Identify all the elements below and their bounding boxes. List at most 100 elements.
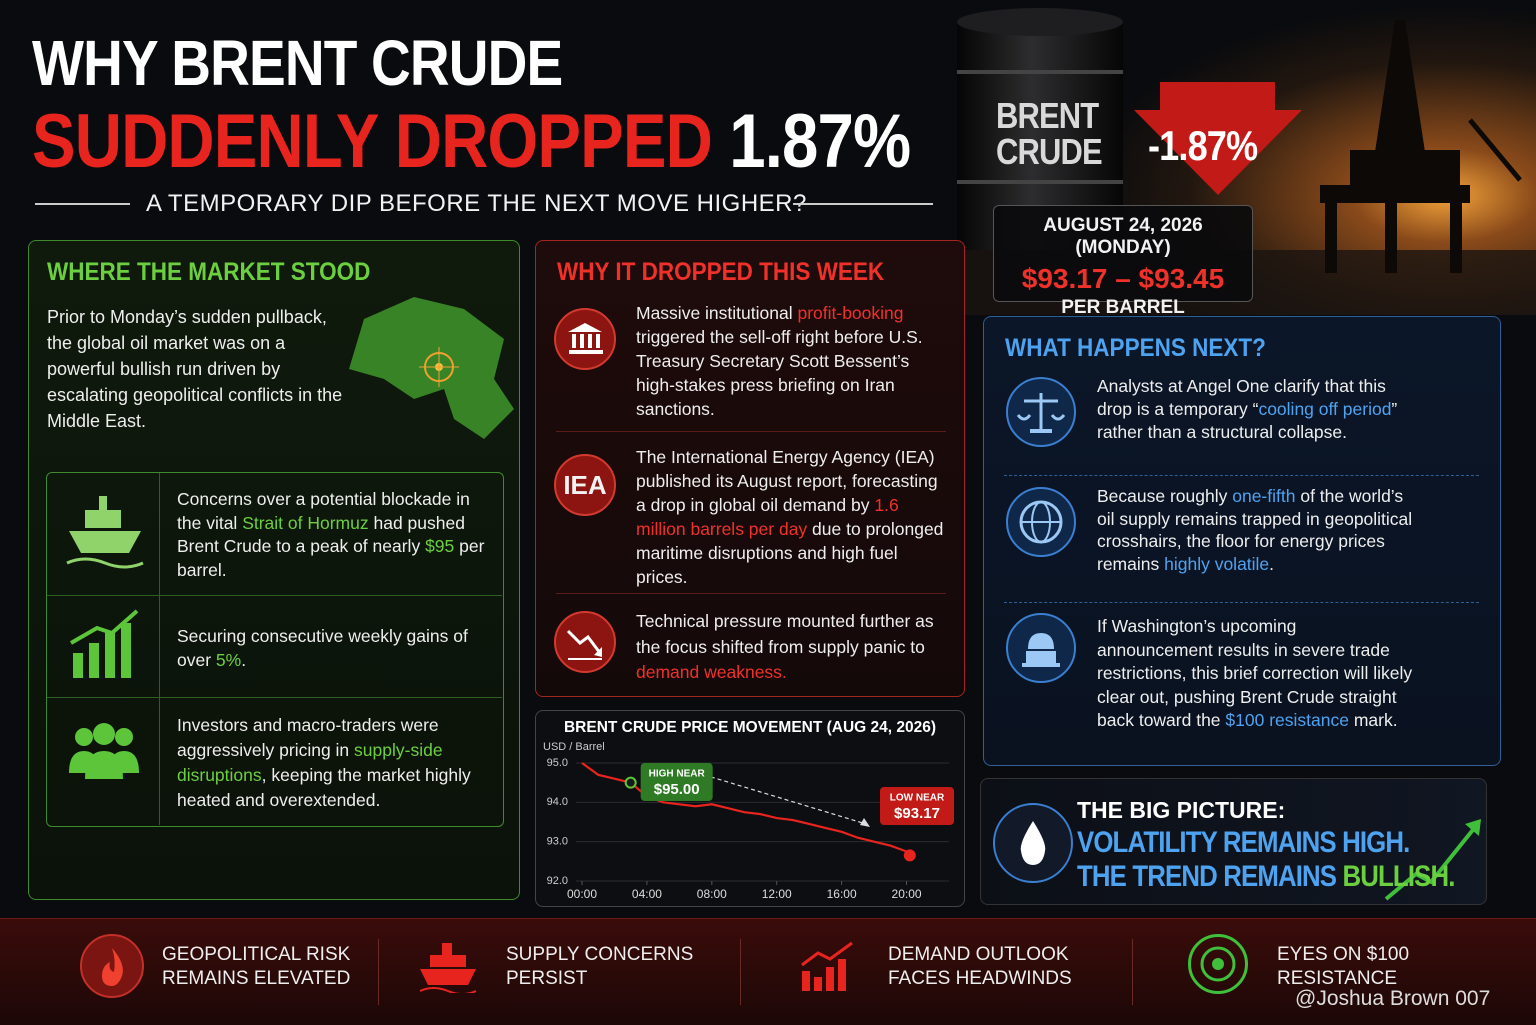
low-marker xyxy=(903,849,916,862)
growth-icon xyxy=(70,609,139,678)
market-item: Investors and macro-traders were aggress… xyxy=(177,713,487,813)
x-tick-label: 00:00 xyxy=(567,887,597,901)
y-axis-label: USD / Barrel xyxy=(543,741,605,753)
text-run: If Washington’s upcoming announcement re… xyxy=(1097,616,1413,730)
big-picture-line: VOLATILITY REMAINS HIGH. xyxy=(1077,826,1410,859)
arrow-head xyxy=(860,818,870,827)
drop-badge: -1.87% xyxy=(1148,122,1258,169)
x-tick-label: 08:00 xyxy=(697,887,727,901)
barrel-line: BRENT xyxy=(996,95,1099,136)
title-line: SUDDENLY DROPPED 1.87% xyxy=(32,98,911,185)
map-icon xyxy=(349,297,514,439)
footer-line: DEMAND OUTLOOK xyxy=(888,944,1069,965)
footer-line: GEOPOLITICAL RISK xyxy=(162,944,351,965)
bank-icon xyxy=(554,308,616,370)
drop-icon xyxy=(993,803,1073,883)
next-item: Analysts at Angel One clarify that this … xyxy=(1097,375,1417,444)
title-line: WHY BRENT CRUDE xyxy=(32,27,563,99)
text-run: Technical pressure mounted further as th… xyxy=(636,611,934,657)
text-run: Because roughly xyxy=(1097,486,1233,506)
title-red: SUDDENLY DROPPED xyxy=(32,99,713,184)
big-picture: THE BIG PICTURE: VOLATILITY REMAINS HIGH… xyxy=(980,778,1487,905)
divider xyxy=(1132,939,1133,1005)
footer-line: RESISTANCE xyxy=(1277,968,1398,989)
footer-item: DEMAND OUTLOOK FACES HEADWINDS xyxy=(888,943,1072,991)
decline-icon xyxy=(554,611,616,673)
divider xyxy=(47,697,502,698)
text-run: . xyxy=(1269,553,1275,574)
divider xyxy=(556,593,946,594)
footer-item: GEOPOLITICAL RISK REMAINS ELEVATED xyxy=(162,943,350,991)
big-picture-line: THE TREND REMAINS BULLISH. xyxy=(1077,860,1455,894)
market-item: Securing consecutive weekly gains of ove… xyxy=(177,625,487,672)
highlight: highly volatile xyxy=(1164,553,1270,574)
big-picture-label: THE BIG PICTURE: xyxy=(1077,797,1286,823)
text-run: . xyxy=(241,649,247,670)
text-run: Securing consecutive weekly gains of ove… xyxy=(177,626,468,670)
high-marker xyxy=(624,776,637,789)
fire-icon xyxy=(80,934,144,998)
text-run: Massive institutional xyxy=(636,303,798,323)
market-list: Concerns over a potential blockade in th… xyxy=(46,472,504,827)
barrel-line: CRUDE xyxy=(996,131,1103,172)
rule xyxy=(793,203,933,205)
text-run: triggered the sell-off right before U.S.… xyxy=(636,327,923,419)
capitol-icon xyxy=(1006,613,1076,683)
market-item: Concerns over a potential blockade in th… xyxy=(177,488,487,582)
high-callout xyxy=(640,763,713,801)
rule xyxy=(35,203,130,205)
y-tick-label: 92.0 xyxy=(547,875,568,887)
footer-line: EYES ON $100 xyxy=(1277,944,1410,965)
iea-icon: IEA xyxy=(554,454,616,516)
why-item: Massive institutional profit-booking tri… xyxy=(636,301,951,421)
title-pct: 1.87% xyxy=(729,99,911,184)
decline-chart-icon xyxy=(801,941,853,991)
next-item: If Washington’s upcoming announcement re… xyxy=(1097,615,1417,733)
why-item: The International Energy Agency (IEA) pu… xyxy=(636,445,951,589)
highlight: 5% xyxy=(215,649,242,670)
price-line xyxy=(581,762,911,857)
x-tick-label: 16:00 xyxy=(827,887,857,901)
divider xyxy=(1004,475,1479,476)
ship-icon xyxy=(419,943,477,993)
why-item: Technical pressure mounted further as th… xyxy=(636,609,951,686)
highlight: one-fifth xyxy=(1232,486,1296,506)
market-panel: WHERE THE MARKET STOOD Prior to Monday’s… xyxy=(28,240,520,900)
y-tick-label: 94.0 xyxy=(547,796,568,808)
panel-title: WHAT HAPPENS NEXT? xyxy=(1005,334,1266,362)
y-tick-label: 93.0 xyxy=(547,836,568,848)
highlight: profit-booking xyxy=(797,303,904,323)
panel-title: WHY IT DROPPED THIS WEEK xyxy=(557,258,885,286)
chart: BRENT CRUDE PRICE MOVEMENT (AUG 24, 2026… xyxy=(543,719,954,901)
price-range: $93.17 – $93.45 xyxy=(1021,263,1225,294)
trend-arrow xyxy=(1384,819,1481,901)
divider xyxy=(47,595,502,596)
date-box: AUGUST 24, 2026 (MONDAY) $93.17 – $93.45… xyxy=(993,205,1253,318)
footer-item: EYES ON $100 RESISTANCE xyxy=(1277,943,1409,991)
highlight: Strait of Hormuz xyxy=(242,512,369,533)
people-icon xyxy=(69,723,139,779)
chart-panel: BRENT CRUDE PRICE MOVEMENT (AUG 24, 2026… xyxy=(535,710,965,907)
why-panel: WHY IT DROPPED THIS WEEK IEA Massive ins… xyxy=(535,240,965,697)
low-callout xyxy=(880,787,954,825)
trend-arrow xyxy=(670,764,867,825)
high-callout-price: $95.00 xyxy=(654,781,700,798)
divider xyxy=(378,939,379,1005)
text-run: Concerns over a potential blockade in th… xyxy=(177,489,470,533)
divider xyxy=(556,431,946,432)
text-run: of the world’s oil supply remains trappe… xyxy=(1097,486,1413,574)
text-run: , keeping the market highly heated and o… xyxy=(177,765,471,810)
high-callout-label: HIGH NEAR xyxy=(649,769,706,780)
date: AUGUST 24, 2026 (MONDAY) xyxy=(1043,215,1203,258)
globe-icon xyxy=(1006,487,1076,557)
divider xyxy=(1004,602,1479,603)
target-icon xyxy=(1188,934,1248,994)
highlight: $100 resistance xyxy=(1225,710,1349,730)
highlight: cooling off period xyxy=(1258,399,1392,419)
subtitle: A TEMPORARY DIP BEFORE THE NEXT MOVE HIG… xyxy=(146,190,807,217)
footer-line: REMAINS ELEVATED xyxy=(162,968,351,989)
watermark: @Joshua Brown 007 xyxy=(1295,987,1491,1010)
highlight: $95 xyxy=(425,536,455,556)
